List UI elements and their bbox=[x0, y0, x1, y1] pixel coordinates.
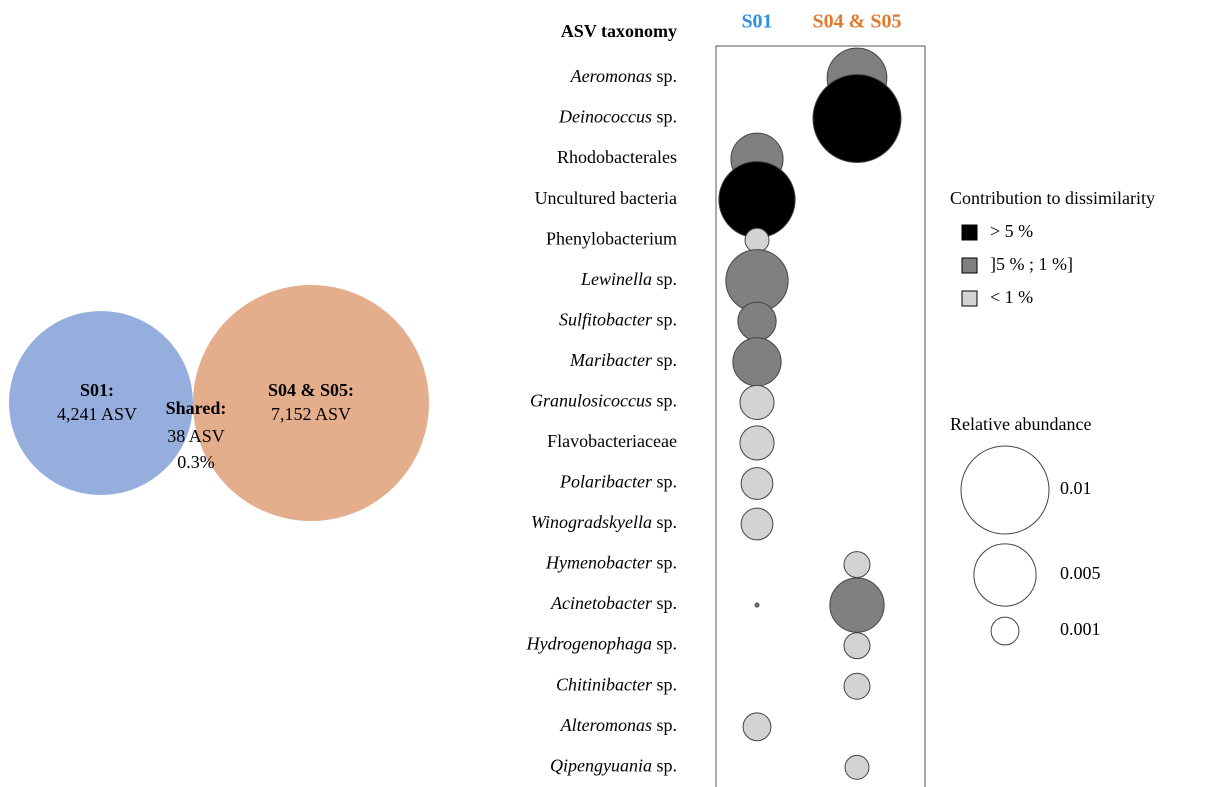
bubble bbox=[844, 754, 870, 780]
venn-set-label: S04 & S05: bbox=[268, 380, 354, 400]
bubble bbox=[739, 384, 775, 420]
bubble bbox=[732, 337, 782, 387]
bubble bbox=[742, 712, 772, 742]
legend-swatch bbox=[961, 290, 978, 307]
size-legend-circle bbox=[960, 445, 1050, 535]
row-label: Qipengyuania sp. bbox=[550, 755, 677, 775]
bubble bbox=[812, 74, 902, 164]
row-label: Polaribacter sp. bbox=[559, 472, 677, 492]
row-label: Chitinibacter sp. bbox=[556, 674, 677, 694]
size-legend-label: 0.005 bbox=[1060, 563, 1101, 583]
legend-swatch bbox=[961, 257, 978, 274]
row-label: Uncultured bacteria bbox=[535, 188, 677, 208]
bubble bbox=[843, 551, 871, 579]
bubble bbox=[754, 602, 760, 608]
bubble bbox=[737, 301, 777, 341]
bubble bbox=[718, 161, 796, 239]
bubble bbox=[740, 467, 774, 500]
row-label: Acinetobacter sp. bbox=[550, 593, 677, 613]
column-header: S04 & S05 bbox=[813, 11, 902, 33]
size-legend-circle bbox=[973, 543, 1037, 607]
bubble bbox=[843, 672, 871, 700]
row-label: Granulosicoccus sp. bbox=[530, 391, 677, 411]
venn-shared-label: Shared: bbox=[166, 398, 227, 418]
color-legend-title: Contribution to dissimilarity bbox=[950, 188, 1155, 208]
bubble bbox=[739, 425, 775, 461]
row-label: Winogradskyella sp. bbox=[531, 512, 677, 532]
row-label: Rhodobacterales bbox=[557, 147, 677, 167]
row-label: Lewinella sp. bbox=[580, 269, 677, 289]
legend-label: < 1 % bbox=[990, 287, 1033, 307]
legend-swatch bbox=[961, 224, 978, 241]
row-label: Alteromonas sp. bbox=[560, 715, 677, 735]
size-legend-label: 0.01 bbox=[1060, 478, 1092, 498]
row-label: Flavobacteriaceae bbox=[547, 431, 677, 451]
venn-shared-percent: 0.3% bbox=[177, 452, 215, 472]
plot-frame bbox=[715, 45, 926, 787]
bubble bbox=[740, 507, 774, 541]
row-label: Hydrogenophaga sp. bbox=[526, 634, 677, 654]
row-label: Deinococcus sp. bbox=[558, 107, 677, 127]
bubble bbox=[744, 227, 770, 253]
size-legend-circle bbox=[990, 616, 1020, 646]
bubble bbox=[829, 577, 885, 633]
venn-set-count: 7,152 ASV bbox=[271, 404, 351, 424]
column-header: S01 bbox=[741, 11, 772, 33]
chart-title: ASV taxonomy bbox=[561, 21, 677, 41]
size-legend-title: Relative abundance bbox=[950, 414, 1091, 434]
venn-shared-count: 38 ASV bbox=[167, 426, 225, 446]
legend-label: ]5 % ; 1 %] bbox=[990, 254, 1073, 274]
venn-set bbox=[193, 285, 429, 521]
venn-set-count: 4,241 ASV bbox=[57, 404, 137, 424]
row-label: Sulfitobacter sp. bbox=[559, 309, 677, 329]
row-label: Hymenobacter sp. bbox=[545, 553, 677, 573]
row-label: Aeromonas sp. bbox=[570, 66, 677, 86]
bubble bbox=[843, 632, 871, 660]
legend-label: > 5 % bbox=[990, 221, 1033, 241]
size-legend-label: 0.001 bbox=[1060, 619, 1101, 639]
row-label: Maribacter sp. bbox=[569, 350, 677, 370]
venn-set-label: S01: bbox=[80, 380, 114, 400]
venn-set bbox=[9, 311, 193, 495]
row-label: Phenylobacterium bbox=[546, 228, 677, 248]
